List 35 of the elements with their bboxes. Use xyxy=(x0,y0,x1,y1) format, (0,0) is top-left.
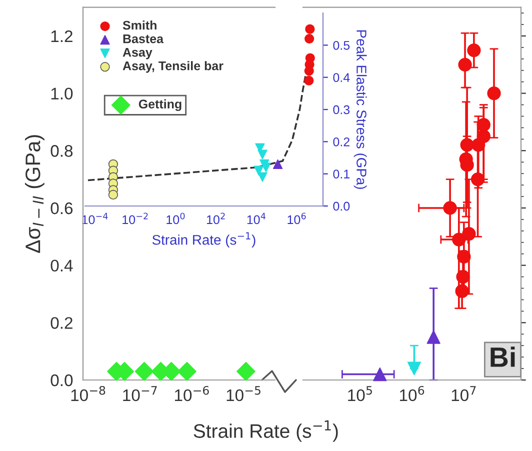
y-tick-label: 0.6 xyxy=(50,202,73,214)
x-axis-title: Strain Rate (s$^{−1}$) xyxy=(194,420,338,442)
y-tick-label: 0.0 xyxy=(50,374,73,386)
x-tick-label: 10$^{−6}$ xyxy=(174,386,209,402)
y-tick-label: 0.4 xyxy=(50,260,73,272)
y-tick-label: 0.2 xyxy=(50,317,72,329)
x-tick-label: 10$^{4}$ xyxy=(247,212,266,224)
x-tick-label: 10$^{−5}$ xyxy=(226,386,260,402)
x-tick-label: 10$^{0}$ xyxy=(166,212,185,224)
y-axis-title: Δσ$_{I−II}$ (GPa) xyxy=(24,135,44,253)
legend-label: Getting xyxy=(138,99,182,111)
legend-label: Bastea xyxy=(123,34,164,44)
y-tick-label: 1.0 xyxy=(51,88,73,100)
y2-tick-label: 0.1 xyxy=(333,170,350,178)
x-axis-title: Strain Rate (s$^{−1}$) xyxy=(152,232,256,248)
y2-tick-label: 0.3 xyxy=(333,105,350,114)
y2-axis-title: Peak Elastic Stress (GPa) xyxy=(354,30,367,189)
x-tick-label: 10$^{6}$ xyxy=(288,212,306,224)
x-tick-label: 10$^{7}$ xyxy=(452,386,476,402)
y-tick-label: 1.2 xyxy=(51,30,72,42)
legend-label: Smith xyxy=(122,20,156,30)
x-tick-label: 10$^{5}$ xyxy=(348,386,372,402)
y2-tick-label: 0.5 xyxy=(333,40,350,50)
y-tick-label: 0.8 xyxy=(50,145,73,157)
x-tick-label: 10$^{−7}$ xyxy=(123,386,157,402)
x-tick-label: 10$^{6}$ xyxy=(400,386,424,402)
y2-tick-label: 0.0 xyxy=(333,202,350,211)
x-tick-label: 10$^{−8}$ xyxy=(71,386,106,402)
legend-label: Asay xyxy=(122,48,152,60)
x-tick-label: 10$^{−2}$ xyxy=(122,212,148,224)
y2-tick-label: 0.2 xyxy=(333,137,350,146)
annotation: Bi xyxy=(490,346,515,367)
x-tick-label: 10$^{2}$ xyxy=(206,212,225,224)
legend-label: Asay, Tensile bar xyxy=(122,61,224,73)
y2-tick-label: 0.4 xyxy=(333,73,350,82)
